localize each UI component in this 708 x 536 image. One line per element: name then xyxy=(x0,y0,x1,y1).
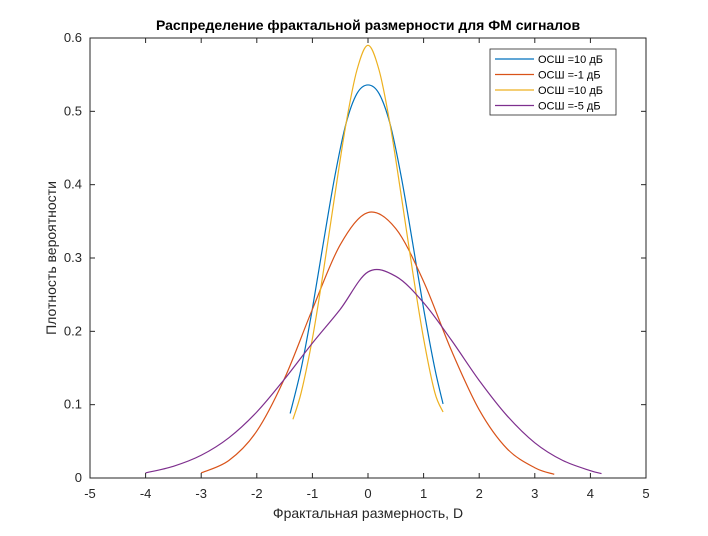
x-tick-label: -5 xyxy=(84,486,96,501)
x-tick-label: -2 xyxy=(251,486,263,501)
x-tick-label: -3 xyxy=(195,486,207,501)
y-tick-label: 0.5 xyxy=(64,103,82,118)
y-axis-label: Плотность вероятности xyxy=(43,181,59,335)
x-tick-label: -1 xyxy=(307,486,319,501)
x-ticks: -5 -4 -3 -2 -1 0 1 2 3 4 5 xyxy=(84,38,650,501)
y-tick-label: 0.1 xyxy=(64,397,82,412)
series-line-4 xyxy=(145,268,602,475)
legend-label-3: ОСШ =10 дБ xyxy=(538,85,603,97)
x-tick-label: 4 xyxy=(587,486,594,501)
y-tick-label: 0 xyxy=(75,470,82,485)
y-tick-label: 0.6 xyxy=(64,30,82,45)
legend-box xyxy=(489,48,617,116)
legend: ОСШ =10 дБ ОСШ =-1 дБ ОСШ =10 дБ ОСШ =-5 дБ xyxy=(489,48,617,116)
legend-label-4: ОСШ =-5 дБ xyxy=(538,101,601,113)
x-tick-label: 0 xyxy=(364,486,371,501)
series-line-2 xyxy=(200,211,555,475)
x-tick-label: -4 xyxy=(140,486,152,501)
x-tick-label: 5 xyxy=(642,486,649,501)
y-tick-label: 0.3 xyxy=(64,250,82,265)
x-tick-label: 2 xyxy=(476,486,483,501)
legend-label-1: ОСШ =10 дБ xyxy=(538,54,603,66)
legend-label-2: ОСШ =-1 дБ xyxy=(538,70,601,82)
series-layer xyxy=(145,44,602,475)
series-line-3 xyxy=(292,44,444,420)
y-ticks: 0 0.1 0.2 0.3 0.4 0.5 0.6 xyxy=(64,30,646,485)
chart-title: Распределение фрактальной размерности дл… xyxy=(156,17,581,33)
series-line-1 xyxy=(289,84,444,414)
y-tick-label: 0.4 xyxy=(64,177,82,192)
x-tick-label: 3 xyxy=(531,486,538,501)
x-axis-label: Фрактальная размерность, D xyxy=(273,505,463,521)
y-tick-label: 0.2 xyxy=(64,323,82,338)
x-tick-label: 1 xyxy=(420,486,427,501)
